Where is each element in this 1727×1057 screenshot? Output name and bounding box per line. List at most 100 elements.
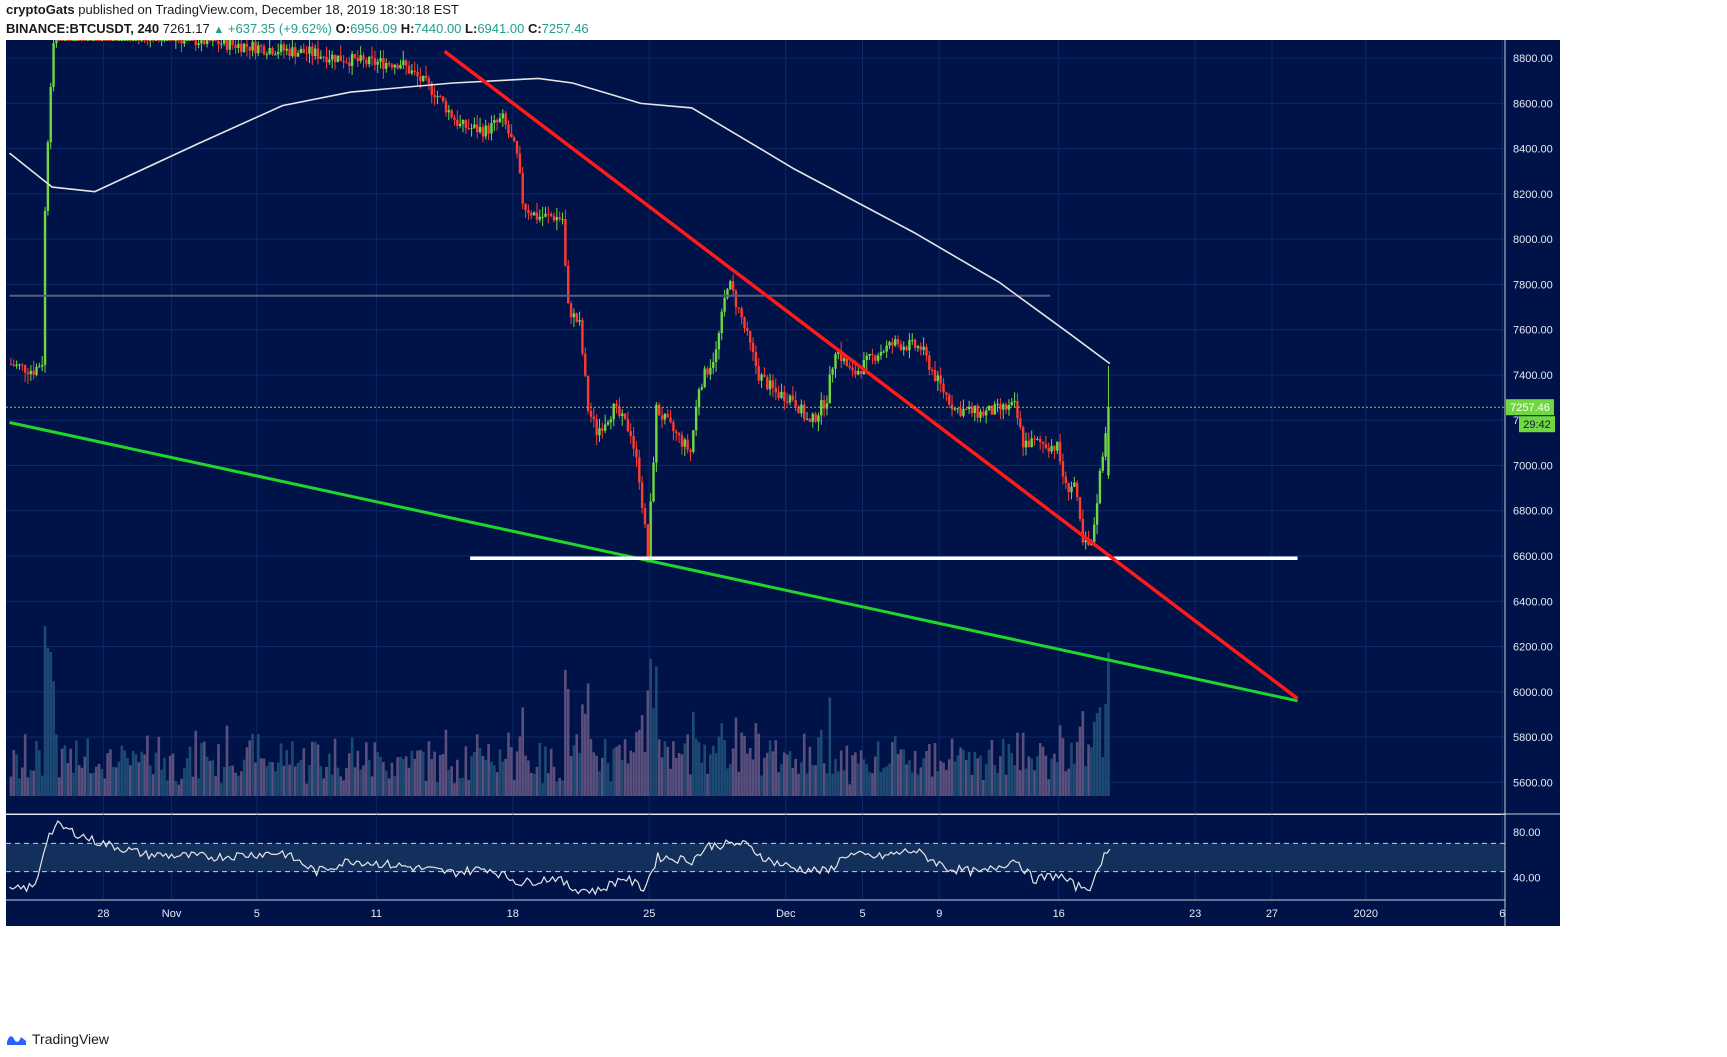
candle-body <box>55 40 58 44</box>
symbol-label[interactable]: BINANCE:BTCUSDT, 240 <box>6 21 160 36</box>
candle-body <box>1036 439 1039 441</box>
time-tick-label: 16 <box>1053 908 1065 920</box>
candle-body <box>828 374 832 404</box>
candle-body <box>296 53 300 57</box>
countdown-label: 29:42 <box>1523 419 1551 431</box>
volume-bar <box>933 743 937 796</box>
volume-bar <box>655 666 658 796</box>
candle-body <box>839 351 843 362</box>
volume-bar <box>75 740 78 796</box>
volume-bar <box>947 759 951 796</box>
volume-bar <box>660 757 664 796</box>
candle-body <box>220 43 223 45</box>
volume-bar <box>1107 652 1110 796</box>
candle-body <box>259 45 263 47</box>
volume-bar <box>956 755 960 796</box>
candle-body <box>689 449 692 452</box>
candle-body <box>595 419 598 436</box>
candle-body <box>453 117 456 120</box>
volume-bar <box>188 746 192 796</box>
volume-bar <box>893 735 897 796</box>
candle-body <box>66 40 69 41</box>
author-name[interactable]: cryptoGats <box>6 2 75 17</box>
time-tick-label: 27 <box>1266 908 1278 920</box>
candle-body <box>370 56 374 59</box>
candle-body <box>467 128 470 130</box>
volume-bar <box>433 751 436 796</box>
volume-bar <box>436 782 439 796</box>
candle-body <box>80 40 84 41</box>
tradingview-footer[interactable]: TradingView <box>6 1028 109 1050</box>
high-label: H: <box>400 21 415 36</box>
candle-body <box>171 40 175 41</box>
price-tick-label: 5600.00 <box>1513 777 1553 789</box>
candle-body <box>123 40 126 41</box>
volume-bar <box>760 775 763 796</box>
volume-bar <box>248 740 252 796</box>
candle-body <box>581 320 584 354</box>
volume-bar <box>1033 770 1036 796</box>
time-tick-label: 5 <box>254 908 260 920</box>
volume-bar <box>942 762 945 796</box>
candle-body <box>58 40 61 41</box>
candle-body <box>439 96 442 98</box>
volume-bar <box>1055 762 1059 796</box>
volume-bar <box>484 760 488 796</box>
candle-body <box>896 339 900 344</box>
candle-body <box>615 403 618 407</box>
candle-body <box>194 40 197 45</box>
volume-bar <box>490 761 493 796</box>
volume-bar <box>1050 758 1053 796</box>
candle-body <box>930 369 934 371</box>
volume-bar <box>771 751 775 796</box>
candle-body <box>851 367 854 371</box>
candles <box>9 40 1110 564</box>
candle-body <box>643 507 647 525</box>
candle-body <box>967 406 971 409</box>
volume-bar <box>492 765 496 796</box>
volume-bar <box>999 756 1002 796</box>
volume-bar <box>791 767 795 796</box>
candle-body <box>510 133 513 138</box>
candle-body <box>751 342 755 353</box>
volume-bar <box>296 762 300 796</box>
candle-body <box>842 358 846 362</box>
price-tick-label: 6200.00 <box>1513 642 1553 654</box>
volume-bar <box>470 756 473 796</box>
candle-body <box>766 376 769 390</box>
volume-bar <box>515 751 519 796</box>
volume-bar <box>370 776 374 796</box>
volume-bar <box>635 732 638 796</box>
candle-body <box>925 346 928 356</box>
volume-bar <box>979 755 982 796</box>
candle-body <box>356 57 360 62</box>
volume-bar <box>547 773 550 796</box>
volume-bar <box>254 762 257 796</box>
candle-body <box>902 346 905 350</box>
candle-body <box>376 61 379 65</box>
volume-bar <box>18 778 21 796</box>
volume-bar <box>100 768 104 796</box>
candle-body <box>803 404 806 420</box>
volume-bar <box>572 745 576 796</box>
candle-body <box>1047 447 1050 452</box>
volume-bar <box>657 739 661 796</box>
volume-bar <box>757 733 761 796</box>
volume-bar <box>768 740 772 796</box>
candle-body <box>999 403 1002 410</box>
volume-bar <box>808 746 812 796</box>
candle-body <box>768 380 772 390</box>
volume-bar <box>879 771 883 796</box>
candle-body <box>1053 445 1056 451</box>
volume-bar <box>330 774 334 796</box>
candle-body <box>808 418 812 422</box>
candle-body <box>92 40 95 41</box>
volume-bar <box>384 770 388 796</box>
candle-body <box>149 40 152 41</box>
volume-bar <box>1098 707 1102 796</box>
price-tick-label: 6400.00 <box>1513 596 1553 608</box>
candle-body <box>379 58 382 62</box>
volume-bar <box>94 766 98 796</box>
volume-bar <box>271 762 274 796</box>
